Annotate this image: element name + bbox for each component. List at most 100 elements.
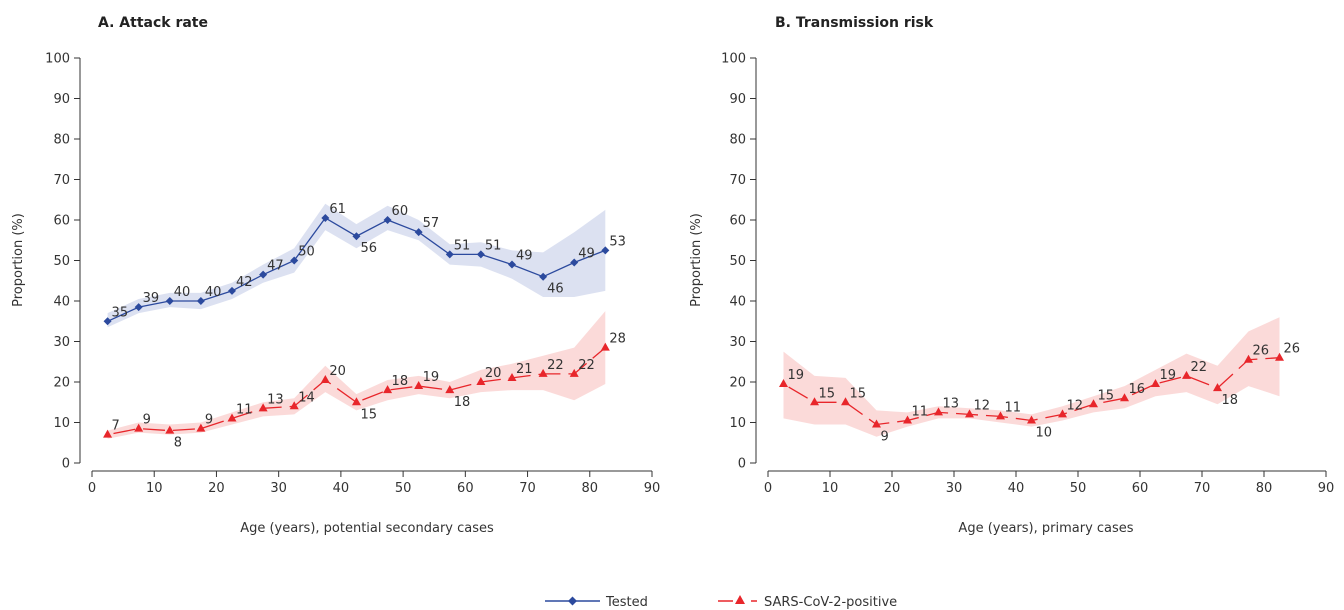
panel-b-positive-data-label: 19 [788, 368, 805, 383]
panel-b-x-tick-label: 40 [1008, 481, 1025, 496]
panel-b-positive-point [1027, 415, 1036, 424]
legend-tested-label: Tested [605, 595, 648, 610]
panel-a-y-tick-label: 90 [53, 92, 70, 107]
panel-b-y-tick-label: 50 [729, 254, 746, 269]
panel-b-y-tick-label: 20 [729, 376, 746, 391]
panel-a-positive-data-label: 21 [516, 362, 533, 377]
panel-b-positive-point [1213, 383, 1222, 392]
panel-a-positive-data-label: 7 [112, 419, 120, 434]
panel-a-positive-point [600, 342, 610, 351]
panel-a-positive-point [258, 403, 268, 412]
panel-a-positive-data-label: 15 [360, 407, 377, 422]
panel-a-positive-point [196, 423, 206, 432]
panel-a-positive-data-label: 8 [174, 436, 182, 451]
panel-a-axes: 0 10 20 30 40 50 60 70 80 90 100 0 10 20 30 40 50 60 70 80 9… [45, 52, 660, 497]
panel-b-positive-point [841, 397, 850, 406]
panel-a-x-tick-label: 10 [146, 481, 163, 496]
panel-b-positive-data-label: 13 [943, 396, 960, 411]
panel-a-positive-point [414, 381, 424, 390]
panel-b-x-tick-label: 90 [1318, 481, 1335, 496]
panel-b-y-tick-label: 90 [729, 92, 746, 107]
panel-a-positive-line [107, 347, 606, 436]
panel-b-y-tick-label: 80 [729, 133, 746, 148]
panel-b-positive-point [1244, 354, 1253, 363]
panel-a-tested-data-label: 56 [360, 241, 377, 256]
panel-b-positive-data-label: 22 [1191, 360, 1208, 375]
panel-a-positive-point [569, 368, 579, 377]
panel-a-tested-point [445, 250, 454, 259]
panel-b-x-tick-label: 50 [1070, 481, 1087, 496]
legend-positive-triangle-marker [735, 595, 745, 604]
panel-b-positive-point [1089, 399, 1098, 408]
panel-a-positive-data-label: 13 [267, 392, 284, 407]
panel-b-positive-data-label: 16 [1129, 382, 1146, 397]
panel-a-y-tick-label: 100 [45, 52, 70, 67]
panel-b-positive-data-label: 12 [1067, 398, 1084, 413]
panel-a-y-tick-label: 70 [53, 173, 70, 188]
panel-a-y-tick-label: 30 [53, 335, 70, 350]
panel-a-tested-point [103, 317, 112, 326]
panel-b-positive-data-label: 19 [1160, 368, 1177, 383]
panel-a-tested-point [414, 228, 423, 237]
panel-a-tested-data-label: 40 [174, 285, 191, 300]
panel-a-positive-data-label: 19 [423, 370, 440, 385]
panel-b-positive-point [1182, 370, 1191, 379]
panel-a-tested-point [383, 216, 392, 224]
panel-a-tested-data-label: 53 [609, 234, 626, 249]
panel-a-positive-data-label: 14 [298, 390, 315, 405]
panel-b-x-tick-label: 20 [884, 481, 901, 496]
panel-a-tested-data-label: 51 [454, 238, 471, 253]
panel-a-y-tick-label: 60 [53, 214, 70, 229]
panel-a-positive-point [103, 429, 113, 438]
panel-a-tested-point [352, 232, 361, 241]
panel-a-tested-data-label: 42 [236, 275, 253, 290]
panel-a-x-tick-label: 30 [270, 481, 287, 496]
legend-item-positive: SARS-CoV-2-positive [718, 595, 897, 610]
panel-a-positive-data-label: 20 [329, 364, 346, 379]
panel-a-x-tick-label: 0 [88, 481, 96, 496]
panel-b-positive-data-label: 9 [881, 430, 889, 445]
panel-a-title: A. Attack rate [98, 15, 208, 31]
panel-a-markers [103, 213, 610, 438]
panel-a-positive-data-label: 18 [454, 395, 471, 410]
panel-a-x-tick-label: 20 [208, 481, 225, 496]
panel-a-tested-data-label: 46 [547, 282, 564, 297]
panel-a-x-tick-label: 40 [333, 481, 350, 496]
panel-b-y-tick-label: 60 [729, 214, 746, 229]
panel-b-positive-point [934, 407, 943, 416]
legend-tested-diamond-marker [568, 596, 577, 606]
panel-attack-rate: A. Attack rate 0 10 20 30 40 50 60 70 80 90 100 0 10… [11, 15, 660, 536]
panel-a-y-tick-label: 50 [53, 254, 70, 269]
panel-a-tested-data-label: 35 [112, 305, 129, 320]
panel-a-positive-point [476, 377, 486, 385]
panel-b-y-tick-label: 70 [729, 173, 746, 188]
panel-b-positive-point [903, 415, 912, 424]
panel-a-tested-point [228, 286, 236, 295]
panel-a-x-tick-label: 90 [644, 481, 661, 496]
panel-b-positive-point [779, 379, 788, 388]
legend-positive-label: SARS-CoV-2-positive [764, 595, 897, 610]
panel-b-title: B. Transmission risk [775, 15, 934, 31]
panel-b-y-tick-label: 30 [729, 335, 746, 350]
panel-a-tested-point [134, 303, 143, 312]
panel-a-tested-data-label: 49 [578, 247, 595, 262]
panel-b-x-tick-label: 70 [1194, 481, 1211, 496]
panel-a-tested-data-label: 49 [516, 249, 533, 264]
panel-b-positive-point [1151, 379, 1160, 388]
panel-b-y-tick-label: 10 [729, 416, 746, 431]
panel-b-positive-point [1058, 409, 1067, 418]
panel-b-x-tick-label: 30 [946, 481, 963, 496]
panel-a-positive-ci-band [107, 311, 606, 439]
panel-b-positive-data-label: 10 [1036, 425, 1053, 440]
panel-a-tested-data-label: 39 [143, 291, 160, 306]
panel-a-tested-point [508, 260, 516, 269]
panel-b-positive-data-label: 18 [1222, 393, 1239, 408]
panel-b-positive-point [1120, 393, 1129, 402]
panel-a-tested-ci-band [107, 203, 606, 328]
panel-transmission-risk: B. Transmission risk 0102030405060708090… [689, 15, 1334, 536]
legend: Tested SARS-CoV-2-positive [545, 595, 897, 610]
panel-a-x-tick-label: 70 [519, 481, 536, 496]
panel-b-positive-data-label: 15 [850, 386, 867, 401]
legend-item-tested: Tested [545, 595, 648, 610]
